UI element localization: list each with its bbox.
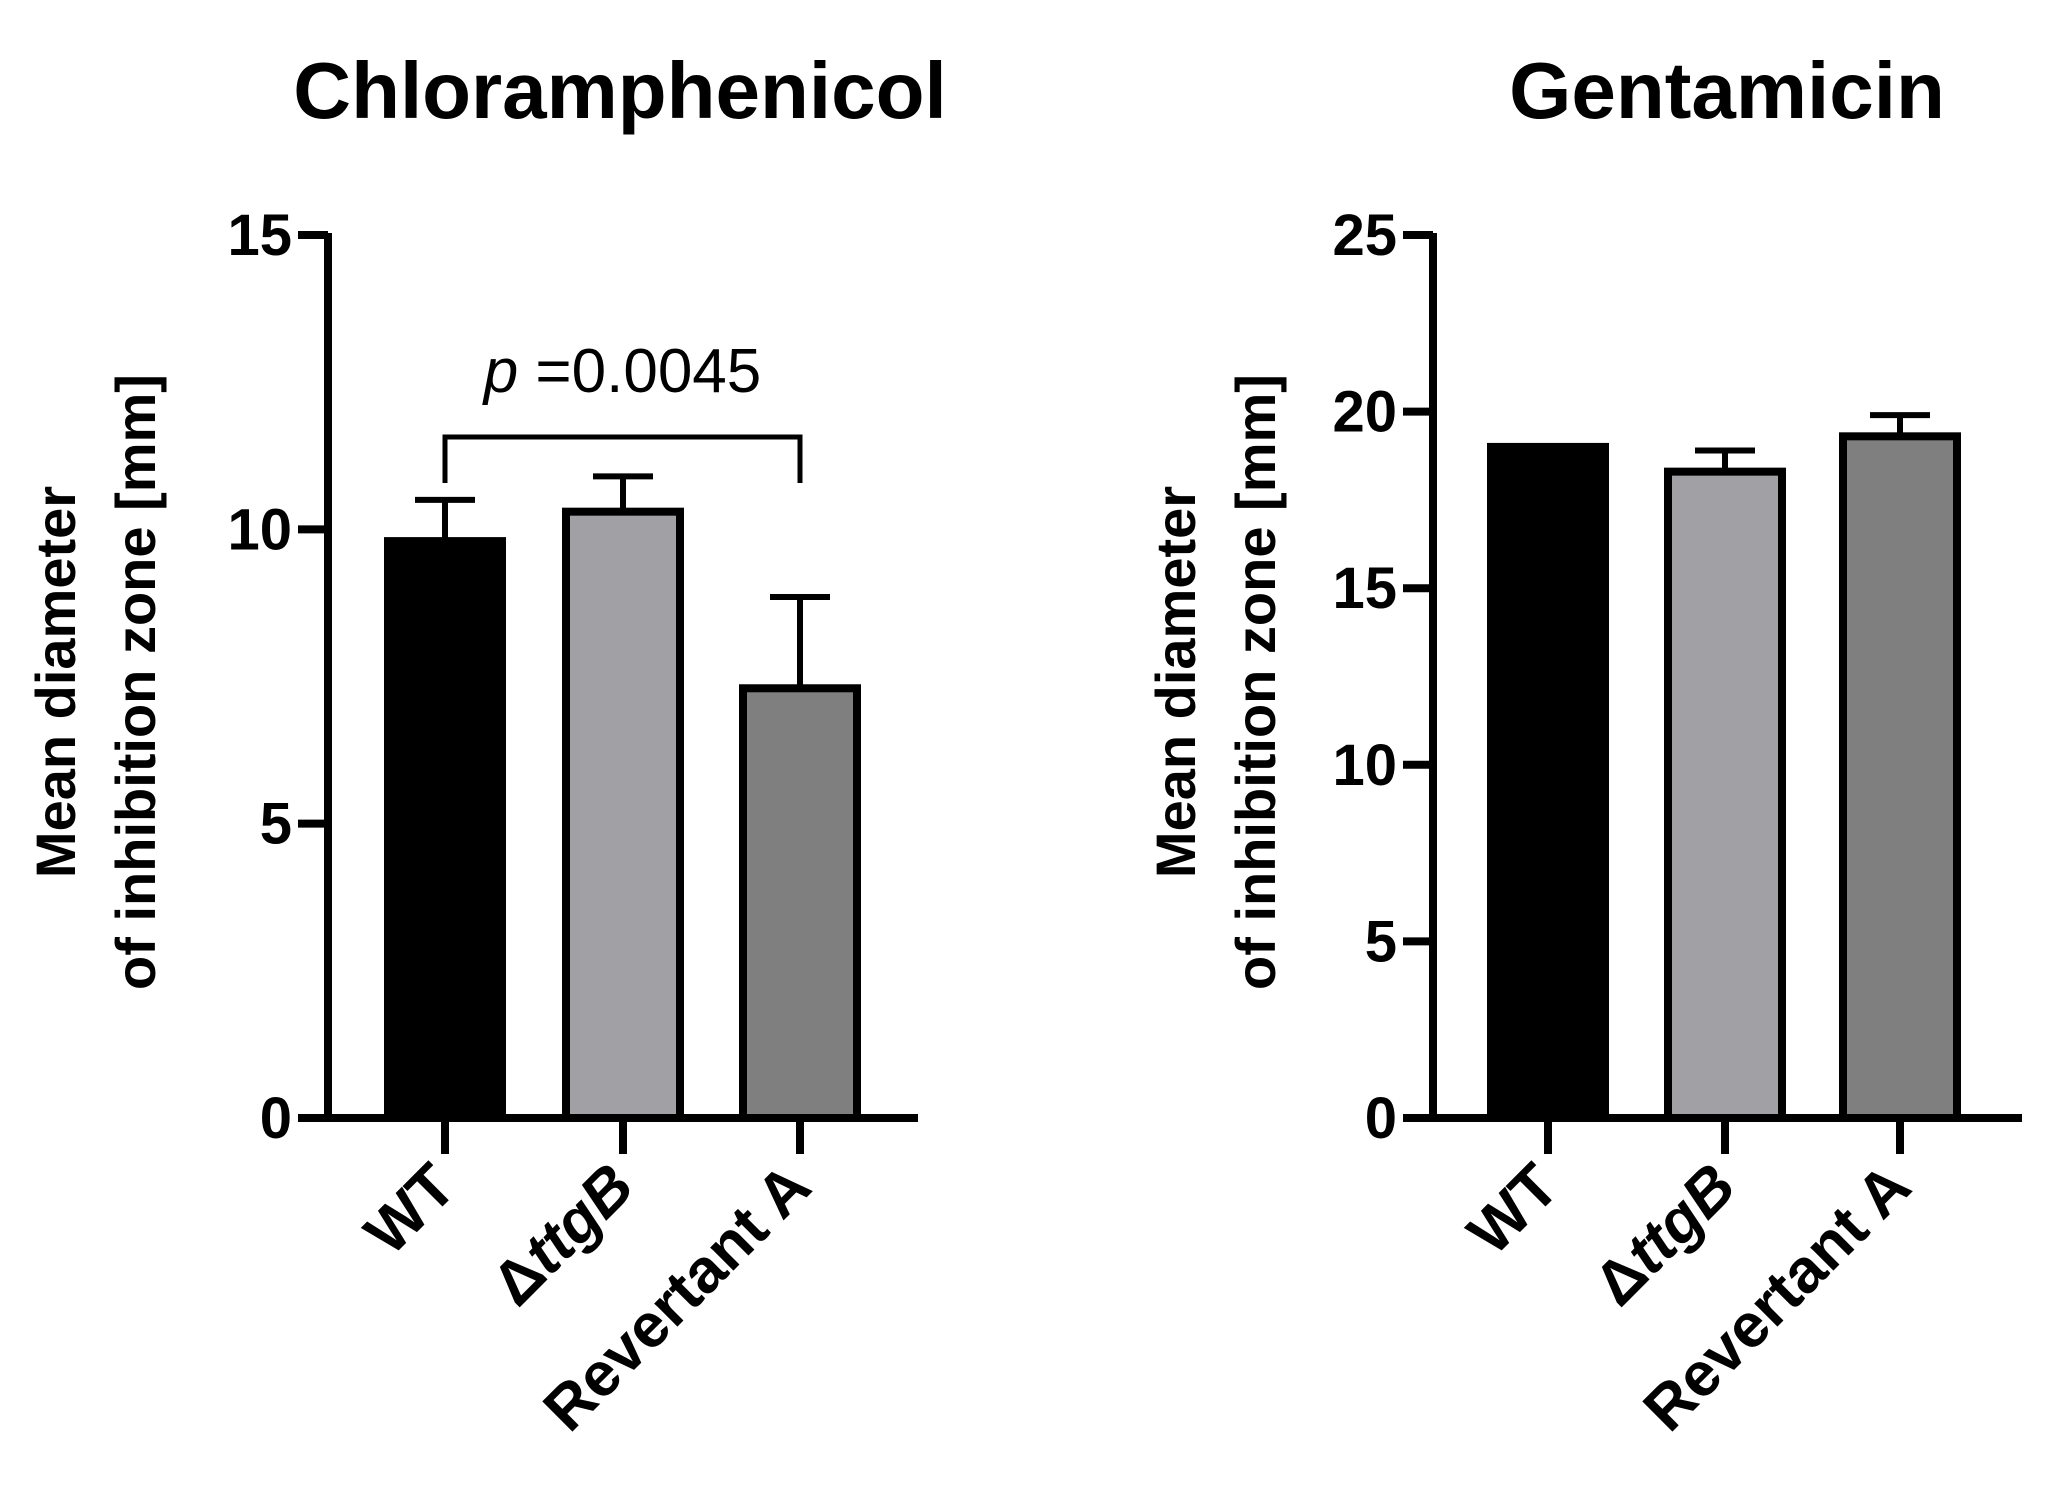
chloramphenicol-chart: Chloramphenicol Mean diameter of inhibitio… [24, 46, 947, 1444]
y-tick-label: 0 [1365, 1086, 1397, 1151]
y-tick-label: 20 [1332, 380, 1397, 445]
y-axis-label-line1: Mean diameter [24, 486, 87, 878]
category-text: WT [1455, 1151, 1572, 1268]
bar-delta-ttgb [562, 507, 684, 1122]
y-tick-label: 15 [1332, 556, 1397, 621]
category-text: WT [352, 1151, 469, 1268]
chart-title: Gentamicin [1509, 46, 1945, 135]
y-tick-label: 5 [260, 792, 292, 857]
x-tick-label-delta-ttgb: ΔttgB [1581, 1151, 1749, 1319]
x-tick-label-wt: WT [352, 1151, 469, 1268]
y-tick-label: 0 [260, 1086, 292, 1151]
bar-delta-ttgb [1664, 467, 1786, 1123]
bar-wt [1487, 442, 1609, 1123]
y-tick-label: 25 [1332, 203, 1397, 268]
bar-revertant-a [739, 684, 861, 1122]
p-symbol: p [482, 337, 518, 406]
bar-wt [384, 537, 506, 1122]
significance-bracket [442, 434, 803, 483]
x-tick-label-wt: WT [1455, 1151, 1572, 1268]
bar-revertant-a [1839, 432, 1961, 1123]
y-axis-label-line2: of inhibition zone [mm] [1224, 374, 1287, 990]
x-tick-label-delta-ttgb: ΔttgB [479, 1151, 647, 1319]
chart-title: Chloramphenicol [293, 46, 946, 135]
y-axis-label-line1: Mean diameter [1144, 486, 1207, 878]
y-axis-label-line2: of inhibition zone [mm] [104, 374, 167, 990]
y-tick-label: 10 [227, 497, 292, 562]
p-value: =0.0045 [518, 337, 761, 406]
y-tick-label: 15 [227, 203, 292, 268]
p-value-annotation: p =0.0045 [482, 337, 762, 406]
y-tick-label: 10 [1332, 733, 1397, 798]
gentamicin-chart: Gentamicin Mean diameter of inhibition zon… [1144, 46, 2022, 1444]
y-tick-label: 5 [1365, 909, 1397, 974]
